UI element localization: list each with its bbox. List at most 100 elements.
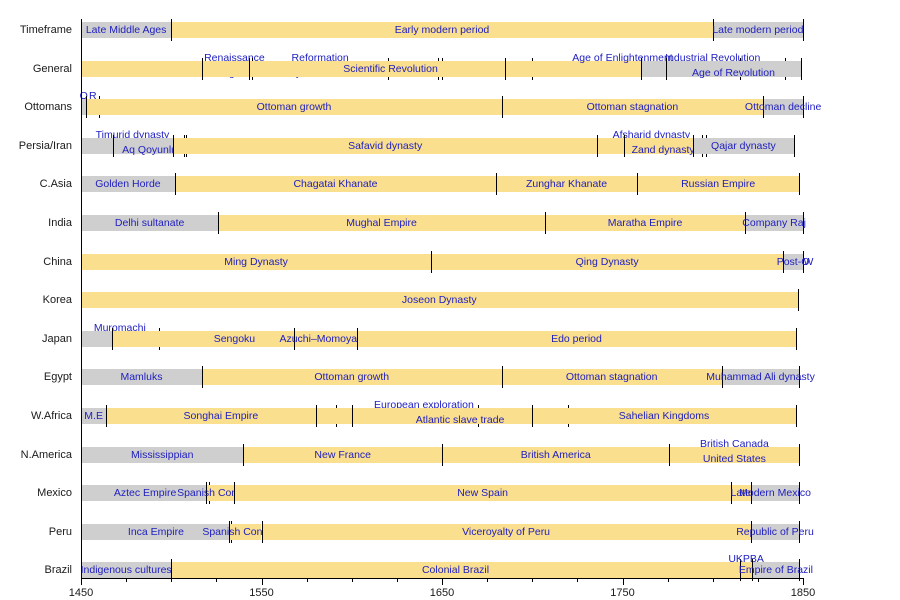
segment-divider xyxy=(171,19,173,41)
segment-divider xyxy=(201,366,203,389)
segment-divider xyxy=(795,327,797,350)
timeline-segment xyxy=(106,408,336,424)
timeline-segment xyxy=(81,562,172,579)
segment-divider xyxy=(171,559,173,582)
segment-label: Republic of Peru xyxy=(736,525,814,538)
segment-divider xyxy=(442,443,443,466)
segment-label: Scientific Revolution xyxy=(343,62,438,75)
row-label-text: W.Africa xyxy=(31,410,72,422)
timeline-segment xyxy=(293,330,358,347)
segment-divider xyxy=(351,405,353,427)
timeline-segment xyxy=(218,215,545,231)
timeline-segment xyxy=(173,137,598,154)
segment-divider xyxy=(86,96,88,119)
segment-label: Early modern period xyxy=(394,24,490,36)
timeline-segment xyxy=(721,369,800,386)
segment-divider xyxy=(799,482,801,505)
segment-label: Ottoman growth xyxy=(256,101,332,114)
x-axis-tick-label: 1750 xyxy=(610,587,635,599)
timeline-segment xyxy=(86,99,502,116)
x-axis-minor-tick xyxy=(351,578,353,582)
row-label-text: C.Asia xyxy=(39,178,72,191)
timeline-segment xyxy=(234,485,731,502)
segment-divider xyxy=(721,366,723,389)
timeline-segment xyxy=(665,60,802,77)
row-label-text: Peru xyxy=(48,525,72,538)
segment-divider xyxy=(803,250,804,273)
timeline-segment xyxy=(752,562,800,579)
timeline-segment xyxy=(739,562,753,579)
segment-divider xyxy=(801,57,803,80)
segment-label: Safavid dynasty xyxy=(348,139,423,152)
segment-divider xyxy=(712,19,714,41)
x-axis-minor-tick xyxy=(532,578,534,582)
segment-label: Sengoku xyxy=(213,332,256,345)
x-axis-major-tick xyxy=(803,578,804,585)
segment-label: Edo period xyxy=(551,332,602,345)
segment-label: Joseon Dynasty xyxy=(401,294,477,307)
segment-divider xyxy=(750,520,752,543)
segment-divider xyxy=(669,443,671,466)
timeline-segment xyxy=(442,446,670,463)
segment-divider xyxy=(797,289,799,312)
timeline-segment xyxy=(81,22,172,38)
x-axis-minor-tick xyxy=(396,578,398,582)
timeline-segment xyxy=(81,215,219,231)
x-axis-tick-label: 1550 xyxy=(249,587,274,599)
segment-divider xyxy=(803,212,804,234)
timeline-segment xyxy=(750,523,800,540)
timeline-segment xyxy=(248,60,533,77)
segment-divider xyxy=(795,405,797,427)
x-axis-minor-tick xyxy=(306,578,308,582)
segment-label: Mamluks xyxy=(120,371,163,384)
timeline-segment xyxy=(81,253,432,270)
segment-label: Azuchi–Momoyama xyxy=(279,332,372,345)
segment-divider xyxy=(201,57,203,80)
segment-divider xyxy=(357,327,359,350)
segment-label: Qing Dynasty xyxy=(575,255,639,268)
segment-divider xyxy=(113,134,115,157)
segment-label: Late xyxy=(730,487,751,500)
segment-divider xyxy=(799,559,801,582)
segment-label: Modern Mexico xyxy=(739,487,811,500)
x-axis-minor-tick xyxy=(171,578,173,582)
timeline-segment xyxy=(81,408,107,424)
x-axis-tick-label: 1650 xyxy=(429,587,455,599)
timeline-segment xyxy=(81,369,202,386)
x-axis-minor-tick xyxy=(712,578,714,582)
timeline-segment xyxy=(174,176,497,193)
segment-divider xyxy=(636,173,638,196)
segment-divider xyxy=(665,57,667,80)
segment-label: Inca Empire xyxy=(127,525,184,538)
timeline-segment xyxy=(636,176,800,193)
timeline-segment xyxy=(171,22,713,38)
timeline-segment xyxy=(81,292,798,309)
row-label-text: India xyxy=(48,217,72,229)
segment-divider xyxy=(315,405,317,427)
segment-divider xyxy=(739,559,741,582)
row-label-text: Mexico xyxy=(37,487,72,500)
segment-label: Ottoman growth xyxy=(314,371,390,384)
segment-label: Delhi sultanate xyxy=(114,217,185,229)
x-axis-minor-tick xyxy=(757,578,759,582)
segment-label: Ottoman decline xyxy=(744,101,822,114)
row-label-text: Timeframe xyxy=(19,24,72,36)
segment-divider xyxy=(763,96,765,119)
segment-divider xyxy=(752,559,754,582)
segment-divider xyxy=(799,443,801,466)
segment-divider xyxy=(261,520,263,543)
timeline-segment xyxy=(81,99,87,116)
timeline-segment xyxy=(501,99,764,116)
segment-divider xyxy=(431,250,433,273)
x-axis-minor-tick xyxy=(487,578,489,582)
segment-divider xyxy=(532,405,534,427)
timeline-segment xyxy=(669,446,800,463)
segment-divider xyxy=(293,327,295,350)
segment-label: Maratha Empire xyxy=(607,217,683,229)
y-axis-line xyxy=(81,22,82,578)
segment-divider xyxy=(234,482,236,505)
segment-label: Russian Empire xyxy=(681,178,756,191)
x-axis-tick-label: 1450 xyxy=(68,587,94,599)
timeline-segment xyxy=(745,215,803,231)
timeline-segment xyxy=(171,562,740,579)
